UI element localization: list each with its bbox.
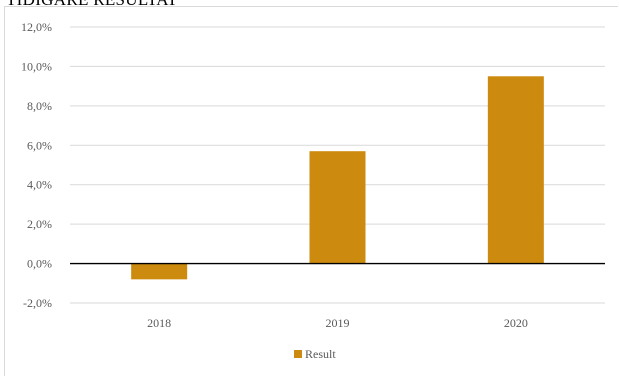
y-tick-label: 6,0% bbox=[27, 138, 52, 152]
y-tick-label: 4,0% bbox=[27, 178, 52, 192]
y-tick-label: 12,0% bbox=[21, 20, 52, 34]
chart-frame bbox=[4, 6, 618, 376]
y-tick-label: 2,0% bbox=[27, 217, 52, 231]
chart-heading: TIDIGARE RESULTAT bbox=[6, 0, 178, 10]
y-tick-label: 10,0% bbox=[21, 59, 52, 73]
bar-2019 bbox=[309, 151, 366, 264]
legend-label: Result bbox=[305, 347, 336, 361]
y-tick-label: 8,0% bbox=[27, 99, 52, 113]
y-tick-label: -2,0% bbox=[23, 296, 52, 310]
x-tick-label: 2020 bbox=[504, 316, 528, 330]
y-tick-label: 0,0% bbox=[27, 257, 52, 271]
bar-2018 bbox=[131, 263, 188, 280]
x-tick-label: 2018 bbox=[147, 316, 171, 330]
legend-swatch bbox=[294, 350, 302, 358]
bar-2020 bbox=[487, 76, 544, 264]
x-tick-label: 2019 bbox=[326, 316, 350, 330]
